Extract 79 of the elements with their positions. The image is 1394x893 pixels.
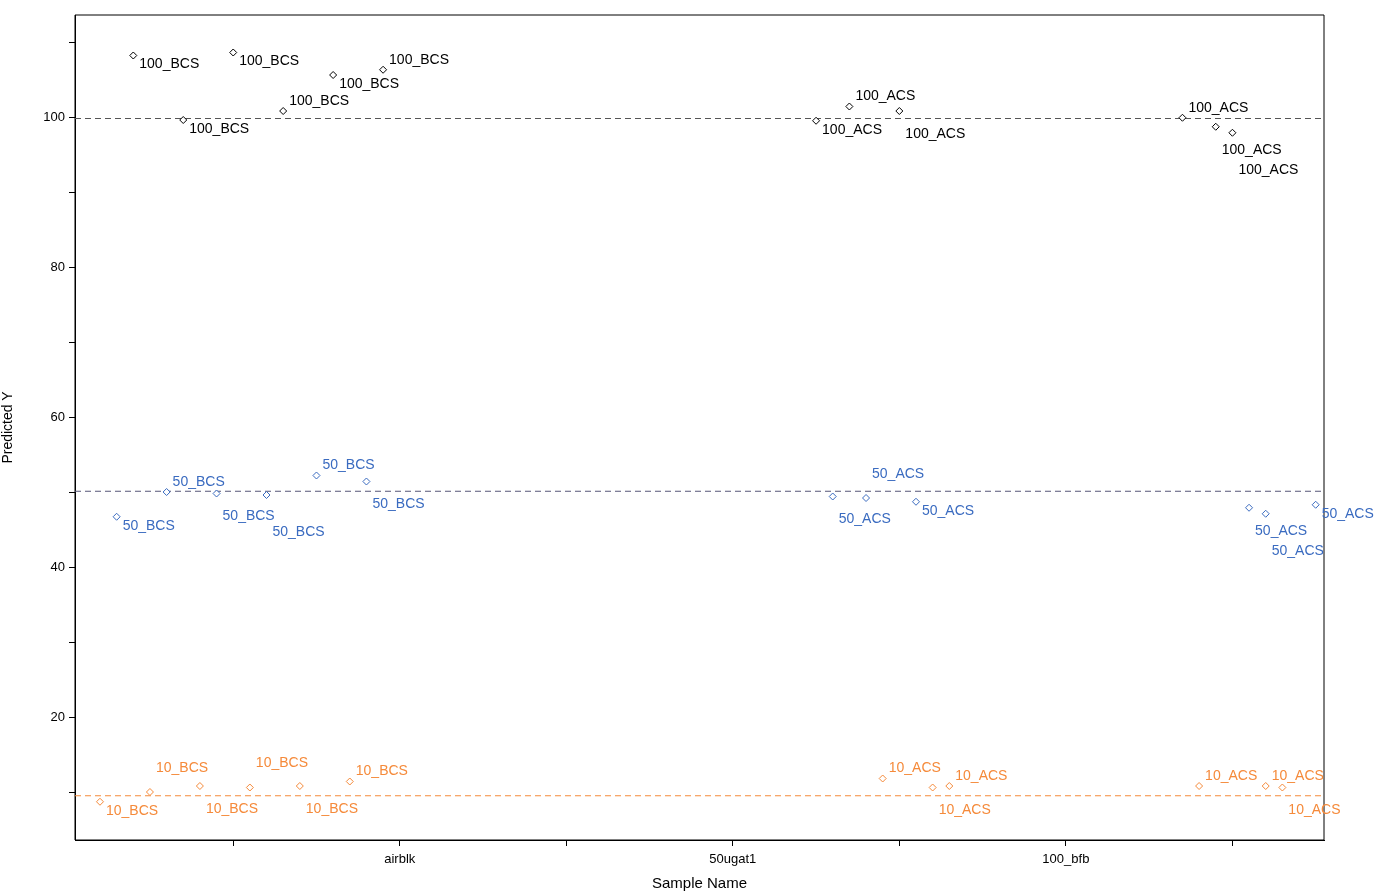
point bbox=[878, 774, 887, 783]
x-axis-title: Sample Name bbox=[651, 874, 748, 892]
annotation: 100_BCS bbox=[289, 91, 350, 108]
point bbox=[895, 107, 904, 115]
point bbox=[212, 489, 221, 498]
point bbox=[229, 48, 238, 57]
point bbox=[845, 102, 854, 111]
point bbox=[1261, 509, 1270, 518]
point bbox=[245, 783, 254, 792]
annotation: 100_BCS bbox=[139, 55, 200, 72]
annotation: 50_ACS bbox=[1271, 541, 1324, 558]
annotation: 100_ACS bbox=[1221, 140, 1282, 157]
point bbox=[312, 471, 321, 480]
annotation: 50_BCS bbox=[122, 516, 175, 533]
annotation: 50_ACS bbox=[838, 510, 891, 527]
annotation: 50_BCS bbox=[372, 495, 425, 512]
annotation: 10_BCS bbox=[355, 762, 408, 779]
point bbox=[1178, 113, 1187, 122]
annotation: 10_ACS bbox=[1205, 766, 1258, 783]
point bbox=[329, 71, 338, 79]
annotation: 10_BCS bbox=[255, 754, 309, 771]
point bbox=[911, 497, 920, 506]
annotation: 50_BCS bbox=[272, 522, 325, 539]
point bbox=[145, 788, 154, 796]
annotation: 100_ACS bbox=[1188, 98, 1249, 115]
annotation: 10_ACS bbox=[955, 766, 1008, 783]
y-tick-label: 60 bbox=[50, 409, 65, 425]
point bbox=[95, 797, 104, 806]
point bbox=[1261, 782, 1270, 790]
y-axis-title: Predicted Y bbox=[0, 390, 16, 464]
y-tick-label: 20 bbox=[50, 709, 65, 725]
point bbox=[928, 783, 937, 792]
point bbox=[828, 492, 837, 501]
point bbox=[1195, 782, 1204, 790]
annotation: 50_ACS bbox=[921, 501, 975, 518]
point bbox=[1311, 500, 1320, 509]
point bbox=[129, 51, 138, 60]
point bbox=[1245, 503, 1254, 512]
annotation: 10_BCS bbox=[105, 801, 159, 818]
annotation: 10_ACS bbox=[938, 801, 991, 818]
point bbox=[279, 107, 288, 115]
annotation: 10_BCS bbox=[305, 799, 358, 816]
annotation: 100_ACS bbox=[905, 124, 966, 141]
annotation: 100_ACS bbox=[822, 120, 883, 137]
annotation: 50_ACS bbox=[872, 464, 925, 481]
point bbox=[1211, 122, 1220, 131]
annotation: 50_BCS bbox=[222, 507, 275, 524]
point bbox=[379, 65, 388, 74]
annotation: 100_BCS bbox=[189, 119, 250, 136]
point bbox=[1278, 783, 1287, 792]
annotation: 10_ACS bbox=[1271, 766, 1324, 783]
point bbox=[162, 488, 171, 496]
x-tick-label: airblk bbox=[384, 851, 416, 867]
annotation: 50_BCS bbox=[322, 456, 375, 473]
annotation: 10_BCS bbox=[155, 758, 209, 775]
y-tick-label: 40 bbox=[50, 559, 65, 575]
annotation: 10_BCS bbox=[205, 799, 259, 816]
annotation: 50_ACS bbox=[1255, 521, 1308, 538]
point bbox=[945, 782, 954, 790]
y-tick-label: 80 bbox=[50, 259, 65, 275]
point bbox=[112, 512, 121, 521]
point bbox=[195, 782, 204, 790]
annotation: 50_BCS bbox=[172, 472, 225, 489]
point bbox=[295, 782, 304, 790]
annotation: 100_BCS bbox=[339, 74, 400, 91]
point bbox=[1228, 128, 1237, 137]
annotation: 100_ACS bbox=[1238, 160, 1299, 177]
annotation: 10_ACS bbox=[888, 759, 941, 776]
x-tick-label: 100_bfb bbox=[1042, 851, 1090, 867]
point bbox=[345, 777, 354, 786]
annotation: 100_ACS bbox=[855, 87, 916, 104]
point bbox=[862, 494, 871, 502]
x-tick-label: 50ugat1 bbox=[709, 851, 757, 867]
annotation: 100_BCS bbox=[239, 52, 300, 69]
point bbox=[179, 116, 188, 124]
point bbox=[812, 116, 821, 125]
annotation: 100_BCS bbox=[389, 50, 450, 67]
point bbox=[362, 477, 371, 486]
y-tick-label: 100 bbox=[43, 109, 65, 125]
